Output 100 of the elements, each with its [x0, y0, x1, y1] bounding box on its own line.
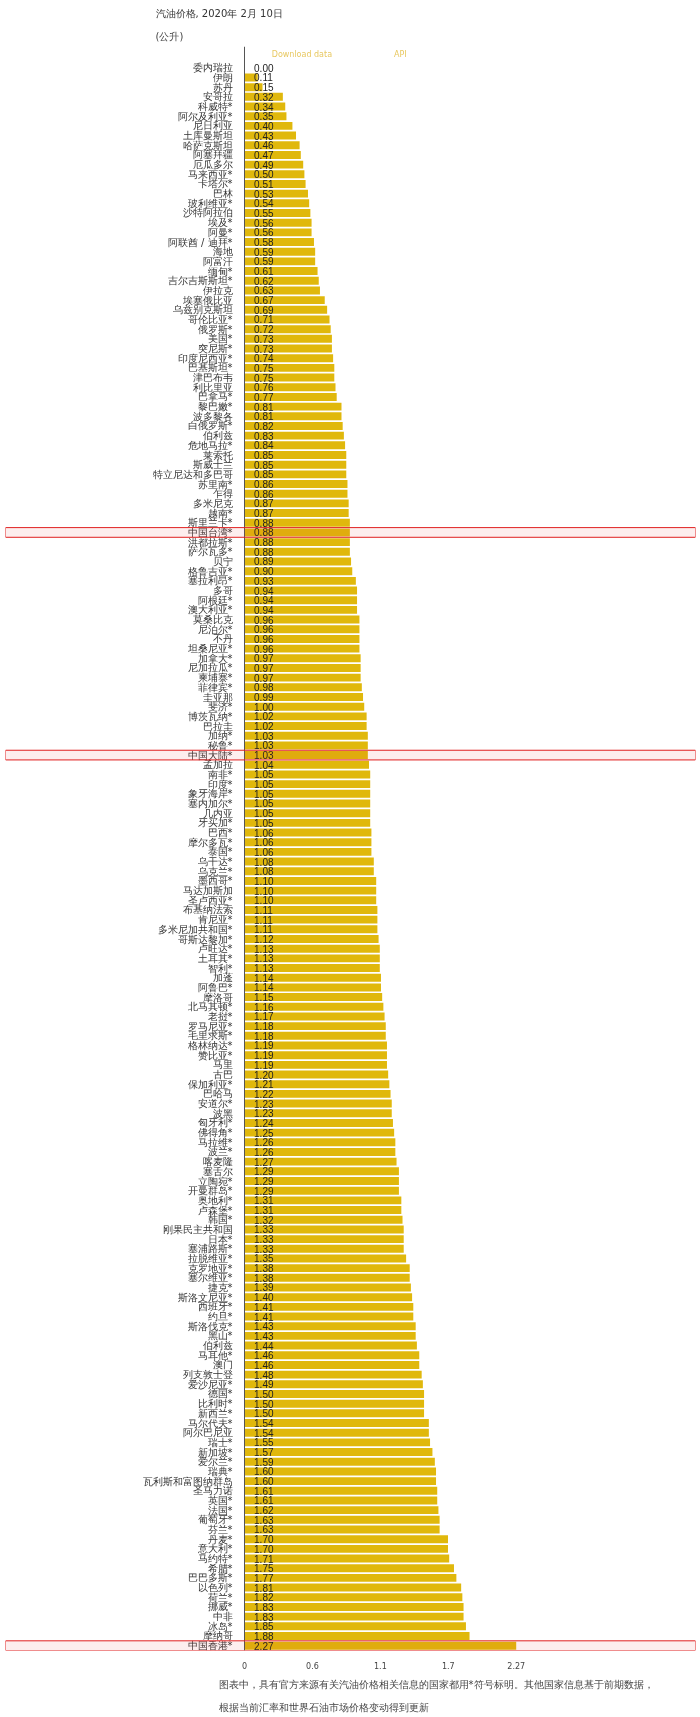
data-label: 0.97: [254, 653, 274, 665]
data-label: 1.41: [254, 1301, 274, 1313]
data-label: 0.86: [254, 488, 274, 500]
y-tick-label: 意大利*: [196, 1543, 233, 1555]
data-label: 1.88: [254, 1630, 274, 1642]
y-tick-label: 巴基斯坦*: [187, 362, 233, 374]
y-tick-label: 海地: [212, 246, 233, 258]
bar: [244, 906, 378, 914]
y-tick-label: 伯利兹: [202, 430, 233, 442]
data-label: 1.31: [254, 1195, 274, 1207]
y-tick-label: 印度*: [207, 778, 233, 790]
data-label: 0.85: [254, 450, 274, 461]
y-tick-label: 多哥: [212, 585, 233, 597]
data-label: 1.49: [254, 1379, 274, 1391]
data-label: 1.21: [254, 1079, 274, 1091]
data-label: 1.43: [254, 1330, 274, 1342]
y-tick-label: 塞舌尔: [202, 1165, 233, 1177]
data-label: 1.11: [254, 924, 274, 936]
data-label: 0.96: [254, 614, 274, 626]
y-tick-label: 美国*: [207, 333, 233, 345]
bar: [244, 818, 371, 827]
bar: [244, 1535, 448, 1544]
data-label: 1.05: [254, 769, 274, 781]
y-tick-label: 爱尔兰*: [197, 1456, 233, 1468]
y-tick-label: 乌干达*: [197, 856, 233, 868]
data-label: 1.61: [254, 1485, 274, 1497]
data-label: 1.50: [254, 1388, 274, 1400]
bar: [244, 722, 367, 731]
data-label: 1.10: [254, 895, 274, 907]
data-label: 1.19: [254, 1050, 274, 1062]
data-label: 0.81: [254, 411, 274, 423]
y-tick-label: 保加利亚*: [187, 1078, 233, 1090]
y-tick-label: 莫桑比克: [192, 614, 233, 626]
bar: [244, 1477, 437, 1486]
data-label: 0.87: [254, 508, 274, 520]
y-tick-label: 中国大陆*: [187, 749, 233, 761]
data-label: 1.46: [254, 1350, 274, 1362]
y-tick-label: 斯里兰卡*: [187, 517, 233, 529]
y-tick-label: 土耳其*: [197, 952, 233, 964]
data-label: 1.29: [254, 1176, 274, 1188]
data-label: 1.50: [254, 1408, 274, 1420]
data-label: 1.17: [254, 1011, 274, 1023]
data-label: 1.70: [254, 1543, 274, 1555]
y-tick-label: 巴拿马*: [197, 391, 233, 403]
text: API: [393, 50, 407, 60]
y-tick-label: 塞拉利昂*: [187, 575, 233, 587]
y-tick-label: 斯威士兰: [192, 459, 233, 471]
y-tick-label: 俄罗斯*: [197, 323, 233, 335]
data-label: 0.35: [254, 111, 274, 123]
y-tick-label: 圣卢西亚*: [187, 894, 233, 906]
data-label: 1.55: [254, 1437, 274, 1449]
y-tick-label: 委内瑞拉: [192, 62, 233, 74]
y-tick-label: 多米尼克: [192, 497, 233, 509]
y-tick-label: 坦桑尼亚*: [186, 643, 233, 655]
data-label: 0.59: [254, 256, 274, 268]
data-label: 1.13: [254, 953, 274, 965]
data-label: 0.69: [254, 304, 274, 316]
data-label: 0.85: [254, 469, 274, 481]
y-tick-label: 阿尔及利亚*: [177, 110, 233, 122]
y-tick-label: 菲律宾*: [197, 681, 233, 693]
data-label: 1.19: [254, 1059, 274, 1071]
bar: [244, 876, 377, 885]
data-label: 0.87: [254, 498, 274, 510]
bar: [244, 1602, 464, 1611]
data-label: 1.77: [254, 1572, 274, 1584]
data-label: 1.19: [254, 1040, 274, 1052]
data-label: 1.82: [254, 1592, 274, 1604]
data-label: 1.18: [254, 1021, 274, 1033]
data-label: 1.60: [254, 1466, 274, 1478]
data-label: 0.00: [254, 62, 274, 74]
data-label: 1.33: [254, 1234, 274, 1246]
data-label: 0.43: [254, 130, 274, 142]
data-label: 0.63: [254, 285, 274, 297]
y-tick-label: 白俄罗斯*: [187, 420, 233, 432]
bar: [244, 1031, 386, 1040]
y-tick-label: 中国香港*: [187, 1640, 233, 1652]
y-tick-label: 马约特*: [197, 1553, 233, 1565]
text: Download data: [271, 50, 333, 60]
data-label: 0.96: [254, 624, 274, 636]
data-label: 1.08: [254, 866, 274, 878]
x-tick-label: 0: [242, 1661, 248, 1671]
text: 图表中，具有官方来源有关汽油价格相关信息的国家都用*符号标明。其他国家信息基于前期数据，根据当前汇率和世界石油市场价格变动得到更新: [218, 1678, 654, 1713]
data-label: 1.05: [254, 817, 274, 829]
y-tick-label: 哈萨克斯坦: [182, 139, 233, 151]
y-tick-label: 中非: [212, 1611, 233, 1623]
y-tick-label: 摩纳哥: [202, 1630, 233, 1642]
bar: [244, 935, 379, 943]
data-label: 0.75: [254, 372, 274, 384]
y-tick-label: 马尔代夫*: [187, 1417, 233, 1429]
data-label: 1.13: [254, 963, 274, 975]
data-label: 0.82: [254, 420, 274, 432]
data-label: 1.38: [254, 1263, 274, 1275]
data-label: 0.88: [254, 546, 274, 558]
y-tick-label: 英国*: [207, 1494, 233, 1506]
data-label: 0.56: [254, 217, 274, 229]
data-label: 0.94: [254, 595, 274, 607]
y-tick-label: 中国台湾*: [187, 526, 233, 538]
data-label: 1.03: [254, 740, 274, 752]
x-tick-label: 1.1: [374, 1661, 387, 1671]
data-label: 0.81: [254, 401, 274, 413]
